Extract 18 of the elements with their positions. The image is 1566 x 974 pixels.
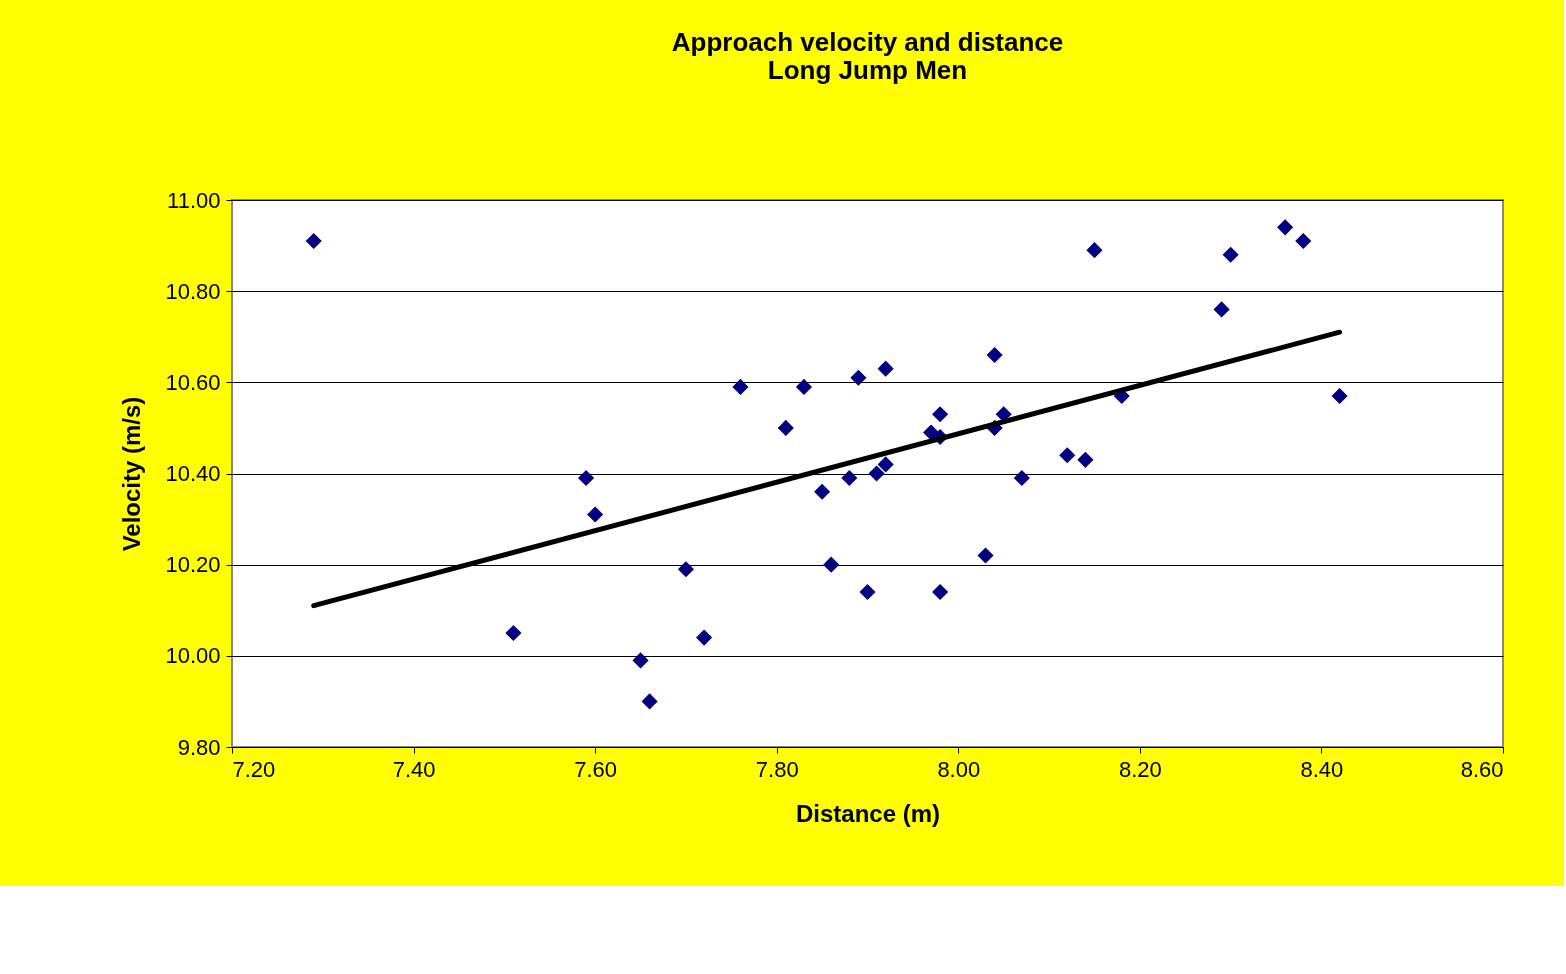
chart-title: Approach velocity and distance Long Jump Men	[671, 27, 1064, 85]
x-tick-label: 8.00	[937, 756, 981, 782]
y-axis-title: Velocity (m/s)	[118, 396, 146, 552]
y-tick-label: 9.80	[177, 734, 221, 760]
x-tick-label: 7.40	[392, 756, 436, 782]
y-tick-label: 10.80	[165, 278, 221, 304]
y-tick-label: 10.60	[165, 369, 221, 395]
x-tick-label: 8.20	[1118, 756, 1162, 782]
x-tick-label: 7.20	[232, 756, 276, 782]
y-tick-label: 10.20	[165, 552, 221, 578]
x-tick-label: 7.60	[574, 756, 618, 782]
x-tick-label: 8.40	[1300, 756, 1344, 782]
x-tick-label: 8.60	[1460, 756, 1504, 782]
y-tick-label: 11.00	[167, 187, 221, 213]
y-tick-label: 10.40	[165, 461, 221, 486]
x-axis-title: Distance (m)	[795, 799, 941, 827]
x-tick-label: 7.80	[755, 756, 799, 782]
y-tick-label: 10.00	[165, 643, 221, 669]
